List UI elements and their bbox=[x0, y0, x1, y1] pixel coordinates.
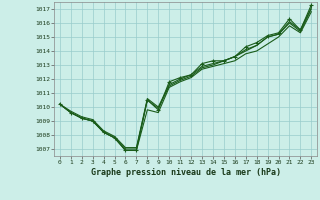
X-axis label: Graphe pression niveau de la mer (hPa): Graphe pression niveau de la mer (hPa) bbox=[91, 168, 281, 177]
